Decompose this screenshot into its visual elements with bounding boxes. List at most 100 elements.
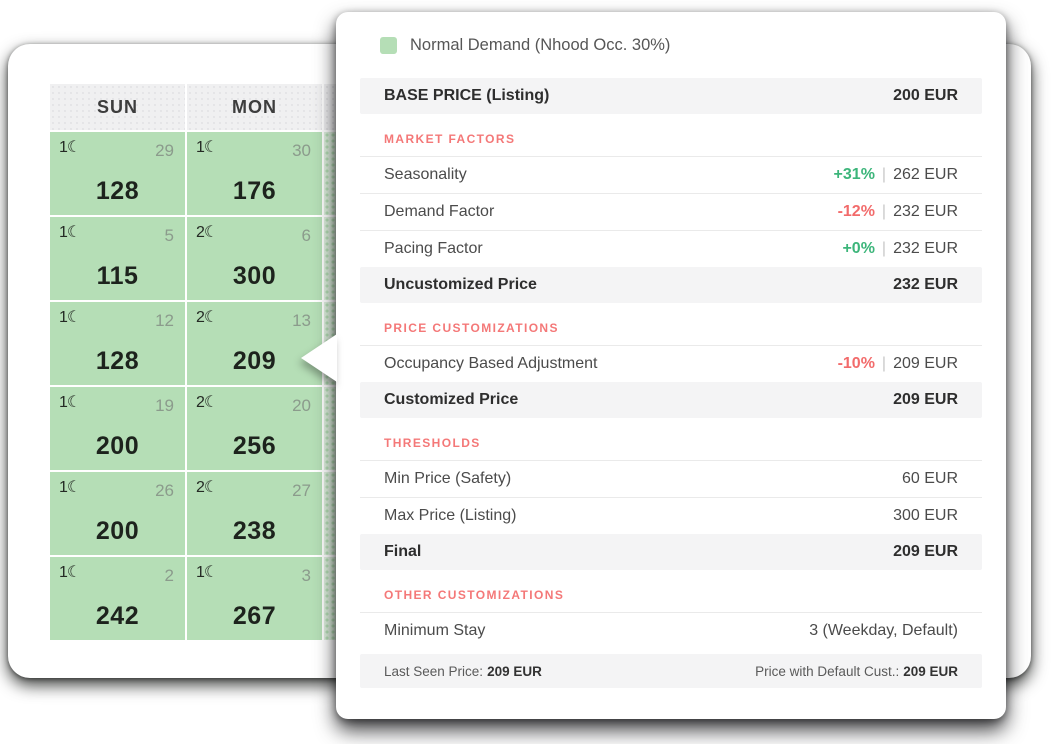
factor-row: Pacing Factor +0% | 232 EUR xyxy=(360,230,982,267)
price-value: 200 xyxy=(95,517,140,545)
day-number: 30 xyxy=(292,141,311,160)
value-separator: | xyxy=(881,240,887,257)
value-separator: | xyxy=(881,166,887,183)
day-number: 26 xyxy=(155,481,174,500)
price-value: 209 xyxy=(232,347,277,375)
price-value: 128 xyxy=(95,177,140,205)
percent-change: +31% xyxy=(833,166,875,183)
calendar-day-cell[interactable]: 1☾ 19 200 xyxy=(50,387,185,470)
eur-value: 262 EUR xyxy=(893,166,958,183)
band-label: Customized Price xyxy=(384,391,519,408)
factor-label: Pacing Factor xyxy=(384,240,483,257)
band-value: 200 EUR xyxy=(893,87,958,104)
factor-label: Minimum Stay xyxy=(384,622,486,639)
price-value: 267 xyxy=(232,602,277,630)
day-number: 2 xyxy=(164,566,174,585)
factor-label: Occupancy Based Adjustment xyxy=(384,355,598,372)
eur-value: 232 EUR xyxy=(893,203,958,220)
day-number: 27 xyxy=(292,481,311,500)
calendar-day-cell[interactable]: 2☾ 13 209 xyxy=(187,302,322,385)
price-value: 242 xyxy=(95,602,140,630)
factor-value: 60 EUR xyxy=(902,470,958,488)
calendar-day-cell[interactable]: 2☾ 20 256 xyxy=(187,387,322,470)
calendar-day-cell[interactable]: 1☾ 30 176 xyxy=(187,132,322,215)
calendar-day-cell[interactable]: 1☾ 26 200 xyxy=(50,472,185,555)
section-header: OTHER CUSTOMIZATIONS xyxy=(384,588,565,602)
price-value: 115 xyxy=(96,262,139,290)
day-number: 19 xyxy=(155,396,174,415)
eur-value: 3 (Weekday, Default) xyxy=(809,622,958,639)
popover-arrow xyxy=(301,334,337,382)
factor-value: 3 (Weekday, Default) xyxy=(809,622,958,640)
summary-band-row: Final 209 EUR xyxy=(360,534,982,570)
day-number: 3 xyxy=(301,566,311,585)
price-value: 256 xyxy=(232,432,277,460)
value-separator: | xyxy=(881,355,887,372)
factor-row: Minimum Stay 3 (Weekday, Default) xyxy=(360,612,982,649)
percent-change: -10% xyxy=(837,355,875,372)
min-stay-moon-badge: 1☾ xyxy=(196,564,218,581)
calendar-day-cell[interactable]: 1☾ 29 128 xyxy=(50,132,185,215)
calendar-day-cell[interactable]: 2☾ 6 300 xyxy=(187,217,322,300)
factor-label: Max Price (Listing) xyxy=(384,507,517,524)
factor-row: Occupancy Based Adjustment -10% | 209 EUR xyxy=(360,345,982,382)
min-stay-moon-badge: 1☾ xyxy=(59,479,81,496)
calendar-day-cell[interactable]: 1☾ 12 128 xyxy=(50,302,185,385)
day-of-week-header: SUN xyxy=(50,84,185,130)
factor-label: Min Price (Safety) xyxy=(384,470,512,487)
factor-label: Demand Factor xyxy=(384,203,495,220)
price-value: 238 xyxy=(232,517,277,545)
calendar-day-cell[interactable]: 2☾ 27 238 xyxy=(187,472,322,555)
min-stay-moon-badge: 1☾ xyxy=(59,224,81,241)
factor-value: +0% | 232 EUR xyxy=(842,240,958,258)
min-stay-moon-badge: 1☾ xyxy=(59,394,81,411)
calendar-day-cell[interactable]: 1☾ 2 242 xyxy=(50,557,185,640)
day-of-week-header: MON xyxy=(187,84,322,130)
factor-value: -10% | 209 EUR xyxy=(838,355,958,373)
price-value: 128 xyxy=(95,347,140,375)
last-seen-price: Last Seen Price: 209 EUR xyxy=(384,663,542,679)
day-number: 13 xyxy=(292,311,311,330)
band-value: 209 EUR xyxy=(893,543,958,560)
factor-label: Seasonality xyxy=(384,166,467,183)
summary-band-row: BASE PRICE (Listing) 200 EUR xyxy=(360,78,982,114)
band-value: 232 EUR xyxy=(893,276,958,293)
min-stay-moon-badge: 2☾ xyxy=(196,224,218,241)
eur-value: 209 EUR xyxy=(893,355,958,372)
section-header: MARKET FACTORS xyxy=(384,132,516,146)
section-header: PRICE CUSTOMIZATIONS xyxy=(384,321,559,335)
eur-value: 232 EUR xyxy=(893,240,958,257)
day-number: 6 xyxy=(301,226,311,245)
min-stay-moon-badge: 1☾ xyxy=(59,139,81,156)
factor-value: -12% | 232 EUR xyxy=(838,203,958,221)
band-label: Uncustomized Price xyxy=(384,276,537,293)
day-number: 20 xyxy=(292,396,311,415)
min-stay-moon-badge: 2☾ xyxy=(196,394,218,411)
price-value: 200 xyxy=(95,432,140,460)
price-breakdown-popover: Normal Demand (Nhood Occ. 30%) BASE PRIC… xyxy=(301,12,1006,719)
band-value: 209 EUR xyxy=(893,391,958,408)
factor-row: Seasonality +31% | 262 EUR xyxy=(360,156,982,193)
demand-color-swatch xyxy=(380,36,397,54)
min-stay-moon-badge: 2☾ xyxy=(196,479,218,496)
factor-row: Min Price (Safety) 60 EUR xyxy=(360,460,982,497)
section-header: THRESHOLDS xyxy=(384,436,481,450)
price-value: 300 xyxy=(232,262,277,290)
price-breakdown-rows: BASE PRICE (Listing) 200 EUR MARKET FACTOR… xyxy=(360,78,982,649)
day-number: 29 xyxy=(155,141,174,160)
calendar-day-cell[interactable]: 1☾ 5 115 xyxy=(50,217,185,300)
summary-band-row: Uncustomized Price 232 EUR xyxy=(360,267,982,303)
popover-footer: Last Seen Price: 209 EUR Price with Defau… xyxy=(360,654,982,688)
band-label: Final xyxy=(384,543,422,560)
band-label: BASE PRICE (Listing) xyxy=(384,87,550,104)
percent-change: +0% xyxy=(842,240,875,257)
summary-band-row: Customized Price 209 EUR xyxy=(360,382,982,418)
eur-value: 60 EUR xyxy=(901,470,958,487)
factor-value: 300 EUR xyxy=(893,507,958,525)
factor-row: Demand Factor -12% | 232 EUR xyxy=(360,193,982,230)
min-stay-moon-badge: 2☾ xyxy=(196,309,218,326)
demand-legend-label: Normal Demand (Nhood Occ. 30%) xyxy=(410,35,671,54)
min-stay-moon-badge: 1☾ xyxy=(196,139,218,156)
calendar-day-cell[interactable]: 1☾ 3 267 xyxy=(187,557,322,640)
